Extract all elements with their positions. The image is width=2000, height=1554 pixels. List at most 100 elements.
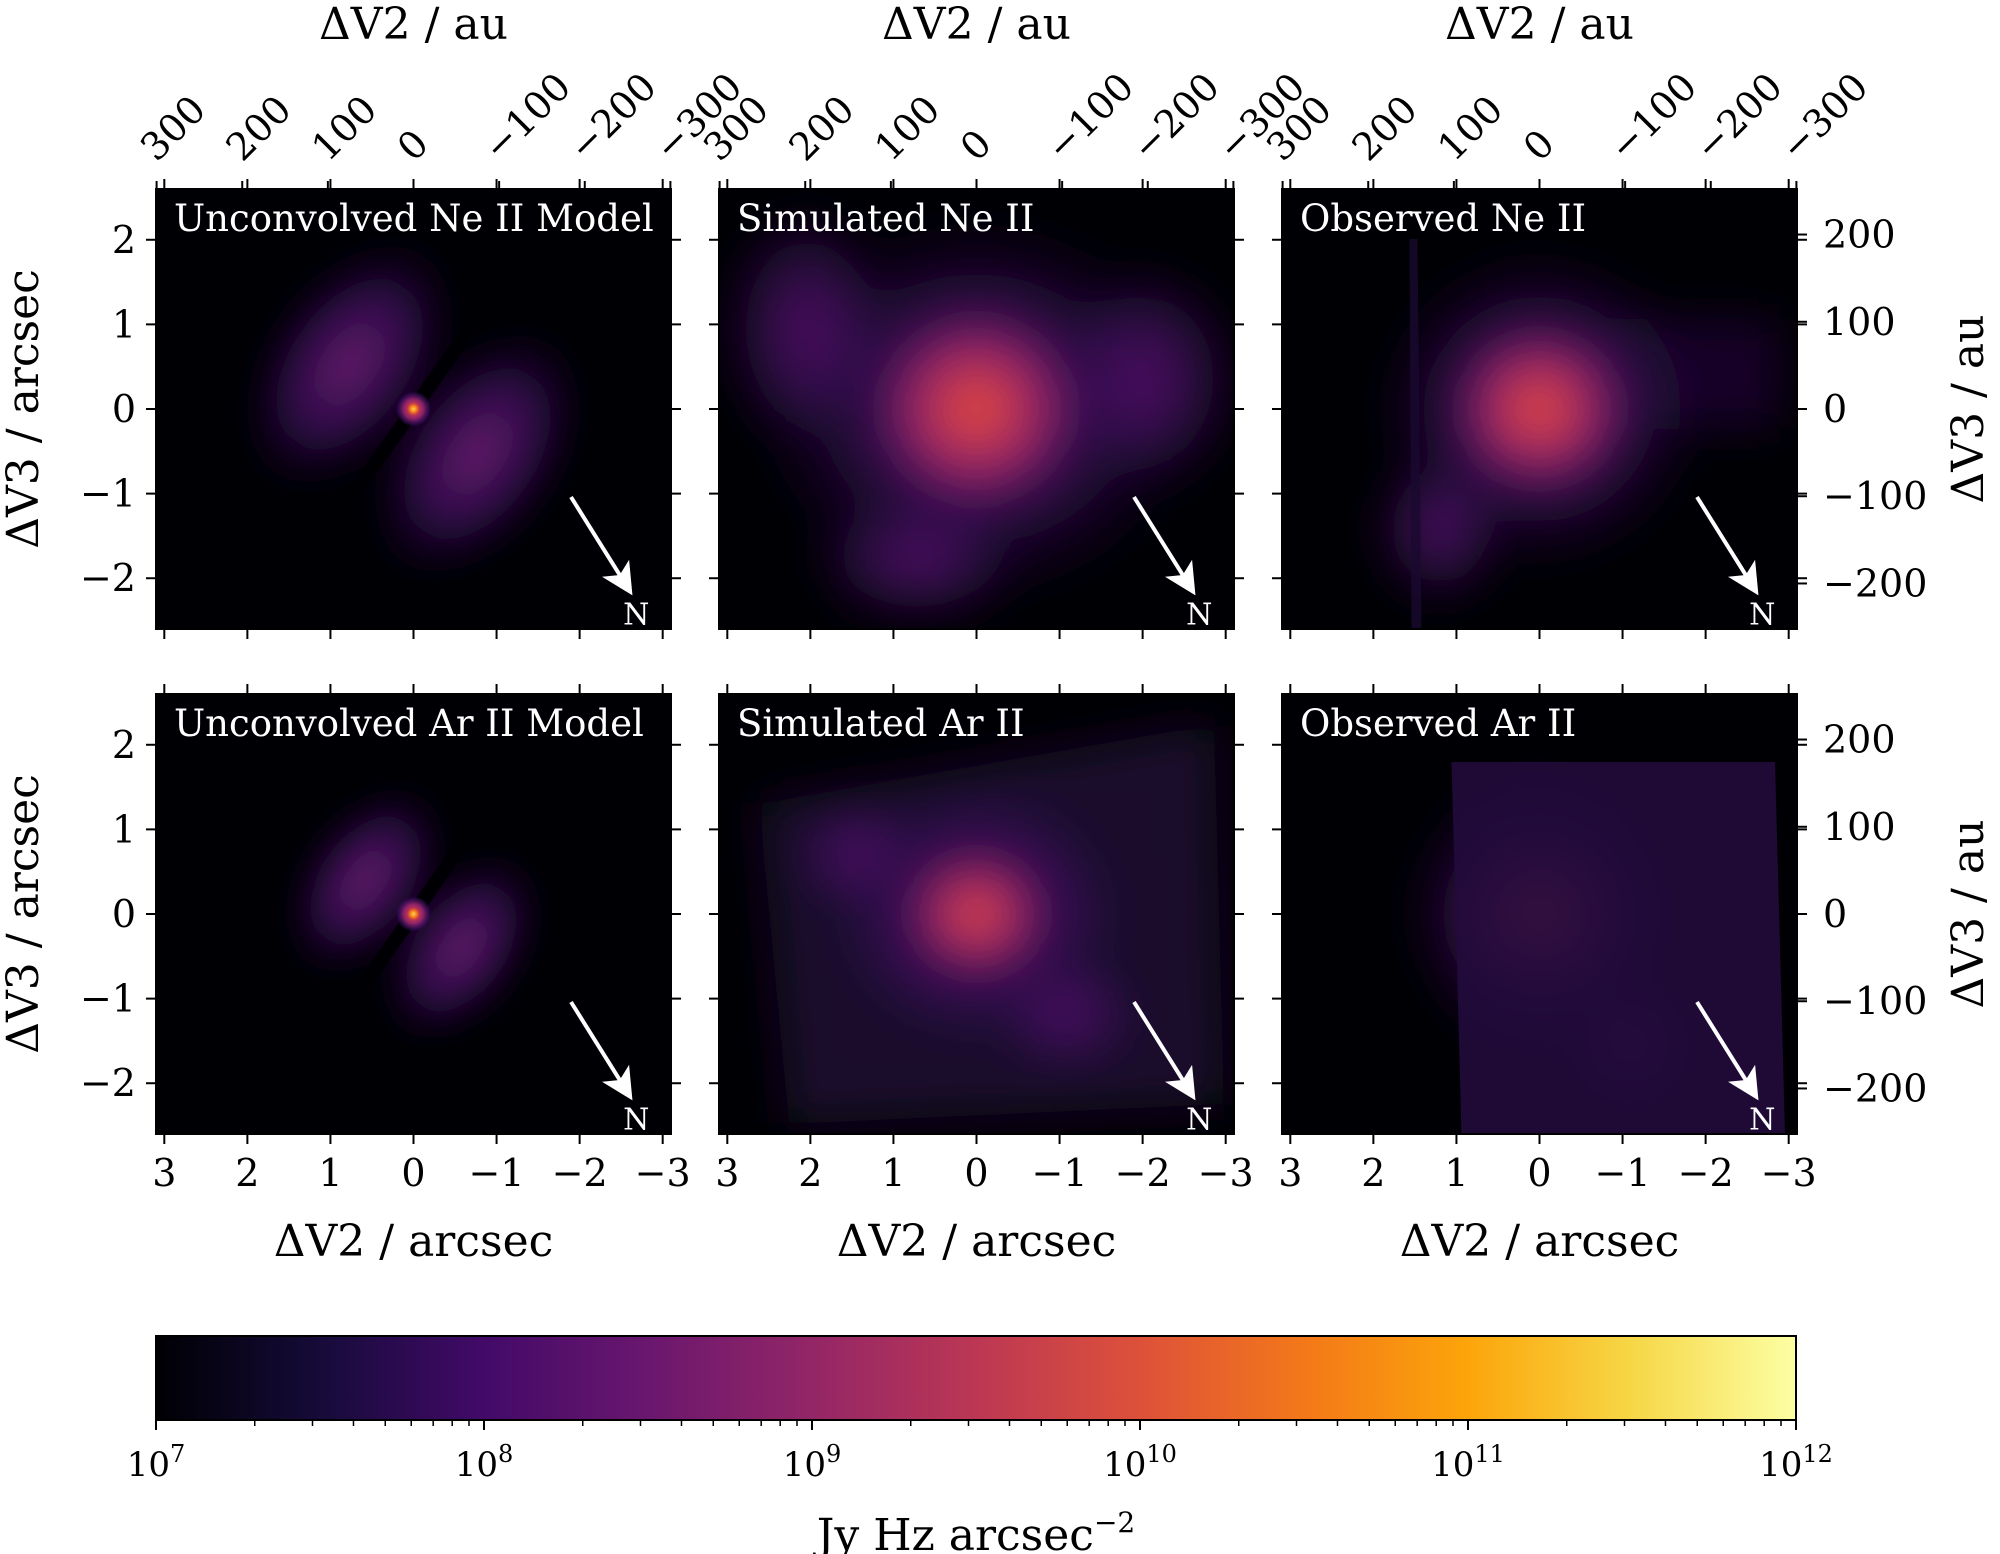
right-y-axis-label: ΔV3 / au xyxy=(1943,820,1994,1009)
core-glow xyxy=(1439,314,1640,504)
top-x-axis-label: ΔV2 / au xyxy=(319,0,508,50)
tick-marks xyxy=(709,684,1244,1144)
x-tick-label: 3 xyxy=(1278,1151,1302,1195)
top-x-tick-label: −200 xyxy=(1686,64,1791,169)
emission-lobes xyxy=(235,230,592,588)
colorbar-tick-label: 1010 xyxy=(1103,1440,1177,1485)
x-axis-label: ΔV2 / arcsec xyxy=(1400,1216,1680,1267)
top-x-tick-label: −100 xyxy=(1600,64,1705,169)
colorbar-gradient xyxy=(156,1336,1796,1420)
x-tick-label: −2 xyxy=(552,1151,608,1195)
panel-4: N Simulated Ar II 3 2 1 0 −1 −2 −3 ΔV2 / arcsec xyxy=(709,684,1254,1267)
field-edge xyxy=(1409,239,1422,629)
y-tick-label: 2 xyxy=(112,723,136,767)
tick-marks xyxy=(1272,684,1807,1144)
panel-title: Simulated Ne II xyxy=(737,197,1034,240)
x-tick-label: −3 xyxy=(1198,1151,1254,1195)
top-x-tick-label: 0 xyxy=(389,121,437,169)
north-label: N xyxy=(1186,598,1212,633)
emission-map xyxy=(1399,762,1785,1134)
top-x-tick-label: 0 xyxy=(1515,121,1563,169)
top-x-tick-label: 100 xyxy=(866,87,948,169)
panel-title: Unconvolved Ne II Model xyxy=(174,197,654,240)
emission-map xyxy=(719,199,1234,629)
colorbar: 107 108 109 1010 1011 1012 Jy Hz arcsec−2 xyxy=(127,1335,1833,1554)
y-tick-label: −1 xyxy=(80,977,136,1021)
y-tick-label: 0 xyxy=(112,892,136,936)
north-label: N xyxy=(1186,1103,1212,1138)
top-x-tick-label: −200 xyxy=(560,64,665,169)
emission-peak xyxy=(406,402,421,416)
emission-map xyxy=(270,713,557,1115)
x-tick-label: −1 xyxy=(469,1151,525,1195)
emission-lobe xyxy=(363,320,592,588)
north-arrow xyxy=(1695,1000,1759,1101)
y-tick-label: 2 xyxy=(112,218,136,262)
right-y-tick-label: 100 xyxy=(1823,805,1896,849)
y-tick-label: −2 xyxy=(80,1061,136,1105)
right-y-tick-label: 0 xyxy=(1823,892,1847,936)
colorbar-tick-label: 1012 xyxy=(1759,1440,1833,1485)
top-x-tick-label: 200 xyxy=(217,87,299,169)
north-label: N xyxy=(1749,598,1775,633)
x-tick-label: 1 xyxy=(881,1151,905,1195)
north-arrow xyxy=(569,495,633,596)
x-tick-label: 0 xyxy=(1527,1151,1551,1195)
north-arrow xyxy=(1132,1000,1196,1101)
colorbar-frame xyxy=(155,1335,1797,1421)
top-x-tick-label: 200 xyxy=(780,87,862,169)
panel-3: N Unconvolved Ar II Model 3 2 1 0 −1 −2 −3 ΔV2 / … xyxy=(0,684,691,1267)
x-tick-label: 2 xyxy=(235,1151,259,1195)
top-x-tick-label: 100 xyxy=(1429,87,1511,169)
right-y-tick-label: 100 xyxy=(1823,300,1896,344)
north-label: N xyxy=(623,598,649,633)
right-y-tick-label: −200 xyxy=(1823,1066,1927,1110)
halo-patch xyxy=(786,794,927,914)
north-label: N xyxy=(623,1103,649,1138)
right-y-tick-label: −100 xyxy=(1823,474,1927,518)
halo-patch xyxy=(1369,449,1510,609)
y-tick-label: −1 xyxy=(80,472,136,516)
panel-title: Unconvolved Ar II Model xyxy=(174,702,644,745)
x-tick-label: 0 xyxy=(401,1151,425,1195)
top-x-tick-label: 100 xyxy=(303,87,385,169)
panel-title: Observed Ar II xyxy=(1300,702,1576,745)
x-tick-label: 1 xyxy=(1444,1151,1468,1195)
colorbar-tick-label: 109 xyxy=(783,1440,842,1485)
x-tick-label: −2 xyxy=(1678,1151,1734,1195)
top-x-tick-label: −100 xyxy=(474,64,579,169)
x-tick-label: 2 xyxy=(798,1151,822,1195)
x-tick-label: −3 xyxy=(635,1151,691,1195)
colorbar-label: Jy Hz arcsec−2 xyxy=(813,1506,1135,1554)
tick-marks xyxy=(146,179,681,639)
emission-map xyxy=(759,724,1224,1124)
north-arrow xyxy=(569,1000,633,1101)
colorbar-tick-label: 1011 xyxy=(1431,1440,1505,1485)
x-tick-label: 3 xyxy=(715,1151,739,1195)
top-x-tick-label: −300 xyxy=(1772,64,1877,169)
x-tick-label: −1 xyxy=(1595,1151,1651,1195)
right-y-tick-label: 200 xyxy=(1823,718,1896,762)
x-tick-label: −3 xyxy=(1761,1151,1817,1195)
halo-patch xyxy=(986,954,1147,1074)
x-tick-label: 0 xyxy=(964,1151,988,1195)
top-x-tick-label: −200 xyxy=(1123,64,1228,169)
panel-title: Observed Ne II xyxy=(1300,197,1586,240)
right-y-axis-label: ΔV3 / au xyxy=(1943,315,1994,504)
emission-map xyxy=(235,208,592,610)
x-tick-label: 3 xyxy=(152,1151,176,1195)
right-y-tick-label: −200 xyxy=(1823,561,1927,605)
top-x-tick-label: 0 xyxy=(952,121,1000,169)
diffuse-emission xyxy=(1369,244,1780,609)
north-arrow xyxy=(1132,495,1196,596)
y-tick-label: 0 xyxy=(112,387,136,431)
tick-marks xyxy=(146,684,681,1144)
right-y-tick-label: 200 xyxy=(1823,213,1896,257)
x-axis-label: ΔV2 / arcsec xyxy=(274,1216,554,1267)
field-footprint xyxy=(1451,762,1785,1134)
colorbar-tick-label: 108 xyxy=(455,1440,514,1485)
panel-5: N Observed Ar II 3 2 1 0 −1 −2 −3 ΔV2 / arcsec 200… xyxy=(1272,684,1994,1267)
x-tick-label: 2 xyxy=(1361,1151,1385,1195)
